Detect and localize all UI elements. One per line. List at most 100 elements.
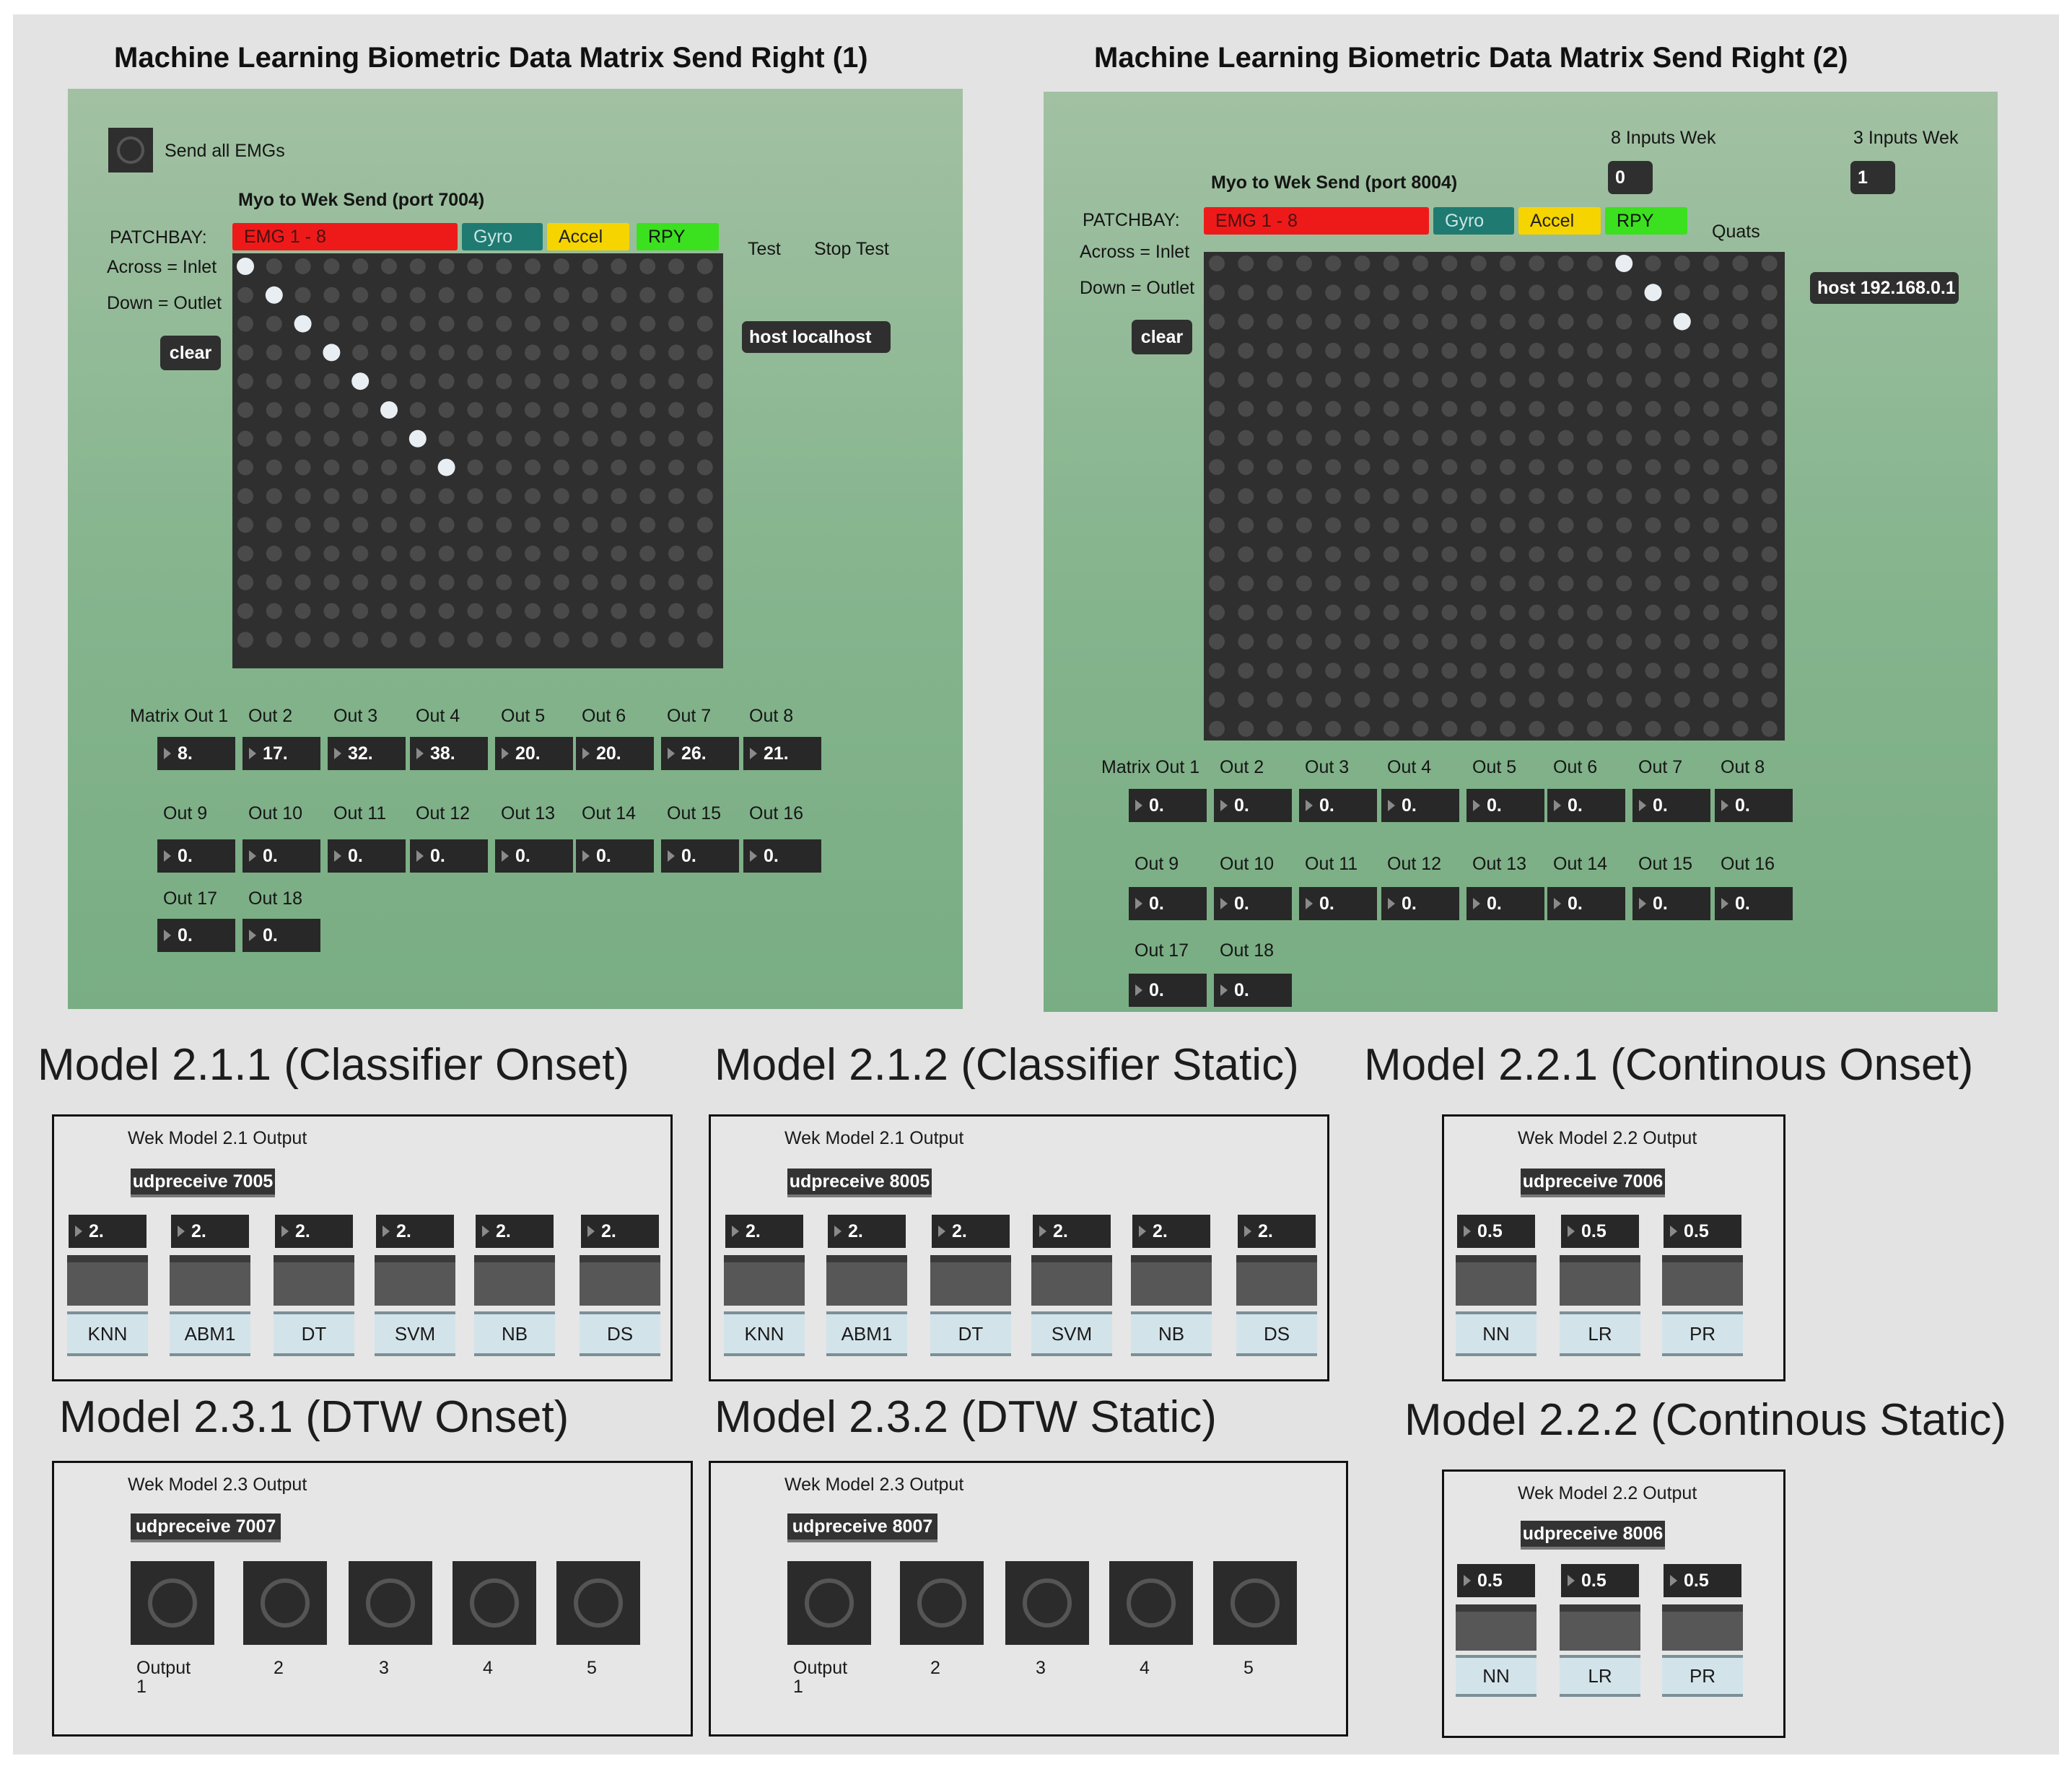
udpreceive-object[interactable]: udpreceive 8005 [787, 1169, 932, 1197]
matrix-cell[interactable] [266, 546, 282, 562]
matrix-cell[interactable] [1295, 401, 1312, 417]
matrix-cell[interactable] [1441, 429, 1458, 446]
matrix-cell[interactable] [639, 603, 656, 619]
matrix-cell[interactable] [611, 315, 627, 332]
matrix-cell[interactable] [1674, 401, 1690, 417]
matrix-cell[interactable] [266, 517, 282, 533]
matrix-cell[interactable] [1267, 633, 1283, 650]
matrix-cell[interactable] [467, 315, 484, 332]
matrix-cell[interactable] [668, 603, 684, 619]
matrix-cell[interactable] [1383, 429, 1399, 446]
matrix-cell[interactable] [696, 517, 713, 533]
matrix-cell[interactable] [553, 344, 569, 361]
matrix-cell[interactable] [1325, 255, 1342, 271]
matrix-cell[interactable] [525, 632, 541, 648]
out-number-box[interactable]: 0. [242, 839, 320, 873]
matrix-cell[interactable] [1529, 459, 1545, 476]
matrix-cell[interactable] [237, 315, 253, 332]
matrix-cell[interactable] [1354, 604, 1371, 621]
matrix-cell[interactable] [668, 632, 684, 648]
matrix-cell[interactable] [553, 373, 569, 390]
matrix-cell[interactable] [323, 488, 340, 505]
matrix-cell[interactable] [1586, 691, 1603, 708]
matrix-cell[interactable] [1703, 691, 1720, 708]
matrix-cell[interactable] [496, 258, 512, 274]
matrix-cell[interactable] [1703, 546, 1720, 562]
matrix-cell[interactable] [1325, 720, 1342, 737]
matrix-cell[interactable] [1209, 633, 1225, 650]
matrix-cell[interactable] [1295, 284, 1312, 301]
matrix-cell[interactable] [1295, 720, 1312, 737]
matrix-cell[interactable] [237, 632, 253, 648]
matrix-cell[interactable] [1383, 517, 1399, 533]
matrix-cell[interactable] [1295, 604, 1312, 621]
matrix-cell[interactable] [639, 373, 656, 390]
matrix-cell[interactable] [1267, 255, 1283, 271]
out-number-box[interactable]: 38. [410, 737, 488, 770]
matrix-cell[interactable] [1761, 372, 1778, 388]
matrix-cell[interactable] [1209, 459, 1225, 476]
matrix-cell[interactable] [1732, 663, 1749, 679]
out-number-box[interactable]: 0. [1632, 887, 1710, 920]
matrix-cell[interactable] [1616, 313, 1632, 330]
matrix-cell[interactable] [1586, 284, 1603, 301]
matrix-cell[interactable] [352, 344, 369, 361]
matrix-cell[interactable] [381, 488, 397, 505]
matrix-cell[interactable] [639, 459, 656, 476]
matrix-cell[interactable] [1761, 488, 1778, 505]
matrix-cell[interactable] [1412, 429, 1429, 446]
matrix-cell[interactable] [1761, 663, 1778, 679]
matrix-cell[interactable] [1645, 372, 1661, 388]
matrix-cell[interactable] [582, 603, 598, 619]
matrix-cell[interactable] [323, 287, 340, 303]
matrix-cell[interactable] [1645, 401, 1661, 417]
matrix-cell[interactable] [438, 315, 455, 332]
matrix-cell[interactable] [1529, 604, 1545, 621]
matrix-cell[interactable] [1557, 342, 1574, 359]
matrix-cell[interactable] [1674, 459, 1690, 476]
matrix-cell[interactable] [1529, 342, 1545, 359]
model-tab[interactable]: ABM1 [826, 1311, 907, 1356]
matrix-cell[interactable] [1674, 429, 1690, 446]
matrix-cell[interactable] [1325, 663, 1342, 679]
matrix-cell[interactable] [611, 488, 627, 505]
matrix-cell[interactable] [639, 315, 656, 332]
matrix-cell[interactable] [1354, 284, 1371, 301]
matrix-cell[interactable] [1732, 575, 1749, 592]
matrix-cell[interactable] [496, 632, 512, 648]
matrix-cell[interactable] [553, 603, 569, 619]
udpreceive-object[interactable]: udpreceive 7005 [131, 1169, 275, 1197]
matrix-cell[interactable] [1412, 313, 1429, 330]
model-slider[interactable] [1131, 1255, 1212, 1306]
matrix-cell[interactable] [1616, 429, 1632, 446]
matrix-cell[interactable] [1761, 284, 1778, 301]
matrix-cell[interactable] [1732, 604, 1749, 621]
matrix-cell[interactable] [1325, 517, 1342, 533]
matrix-cell[interactable] [1674, 720, 1690, 737]
matrix-cell[interactable] [323, 373, 340, 390]
matrix-cell[interactable] [1616, 517, 1632, 533]
matrix-cell[interactable] [1529, 429, 1545, 446]
matrix-cell[interactable] [1557, 255, 1574, 271]
matrix-cell[interactable] [352, 430, 369, 447]
matrix-cell[interactable] [1732, 488, 1749, 505]
matrix-cell[interactable] [639, 402, 656, 418]
matrix-cell[interactable] [1238, 517, 1254, 533]
matrix-cell[interactable] [294, 546, 311, 562]
matrix-cell[interactable] [381, 344, 397, 361]
model-slider[interactable] [1031, 1255, 1112, 1306]
matrix-cell[interactable] [496, 488, 512, 505]
matrix-cell[interactable] [294, 603, 311, 619]
matrix-cell[interactable] [1383, 575, 1399, 592]
matrix-cell[interactable] [1470, 691, 1487, 708]
matrix-cell[interactable] [467, 603, 484, 619]
matrix-cell[interactable] [1586, 488, 1603, 505]
matrix-cell[interactable] [1470, 429, 1487, 446]
udpreceive-object[interactable]: udpreceive 7007 [131, 1514, 281, 1542]
matrix-cell[interactable] [696, 632, 713, 648]
matrix-cell[interactable] [1354, 372, 1371, 388]
model-value-box[interactable]: 2. [69, 1215, 147, 1248]
matrix-connection-active[interactable] [237, 258, 254, 275]
matrix-cell[interactable] [1586, 663, 1603, 679]
matrix-cell[interactable] [323, 459, 340, 476]
